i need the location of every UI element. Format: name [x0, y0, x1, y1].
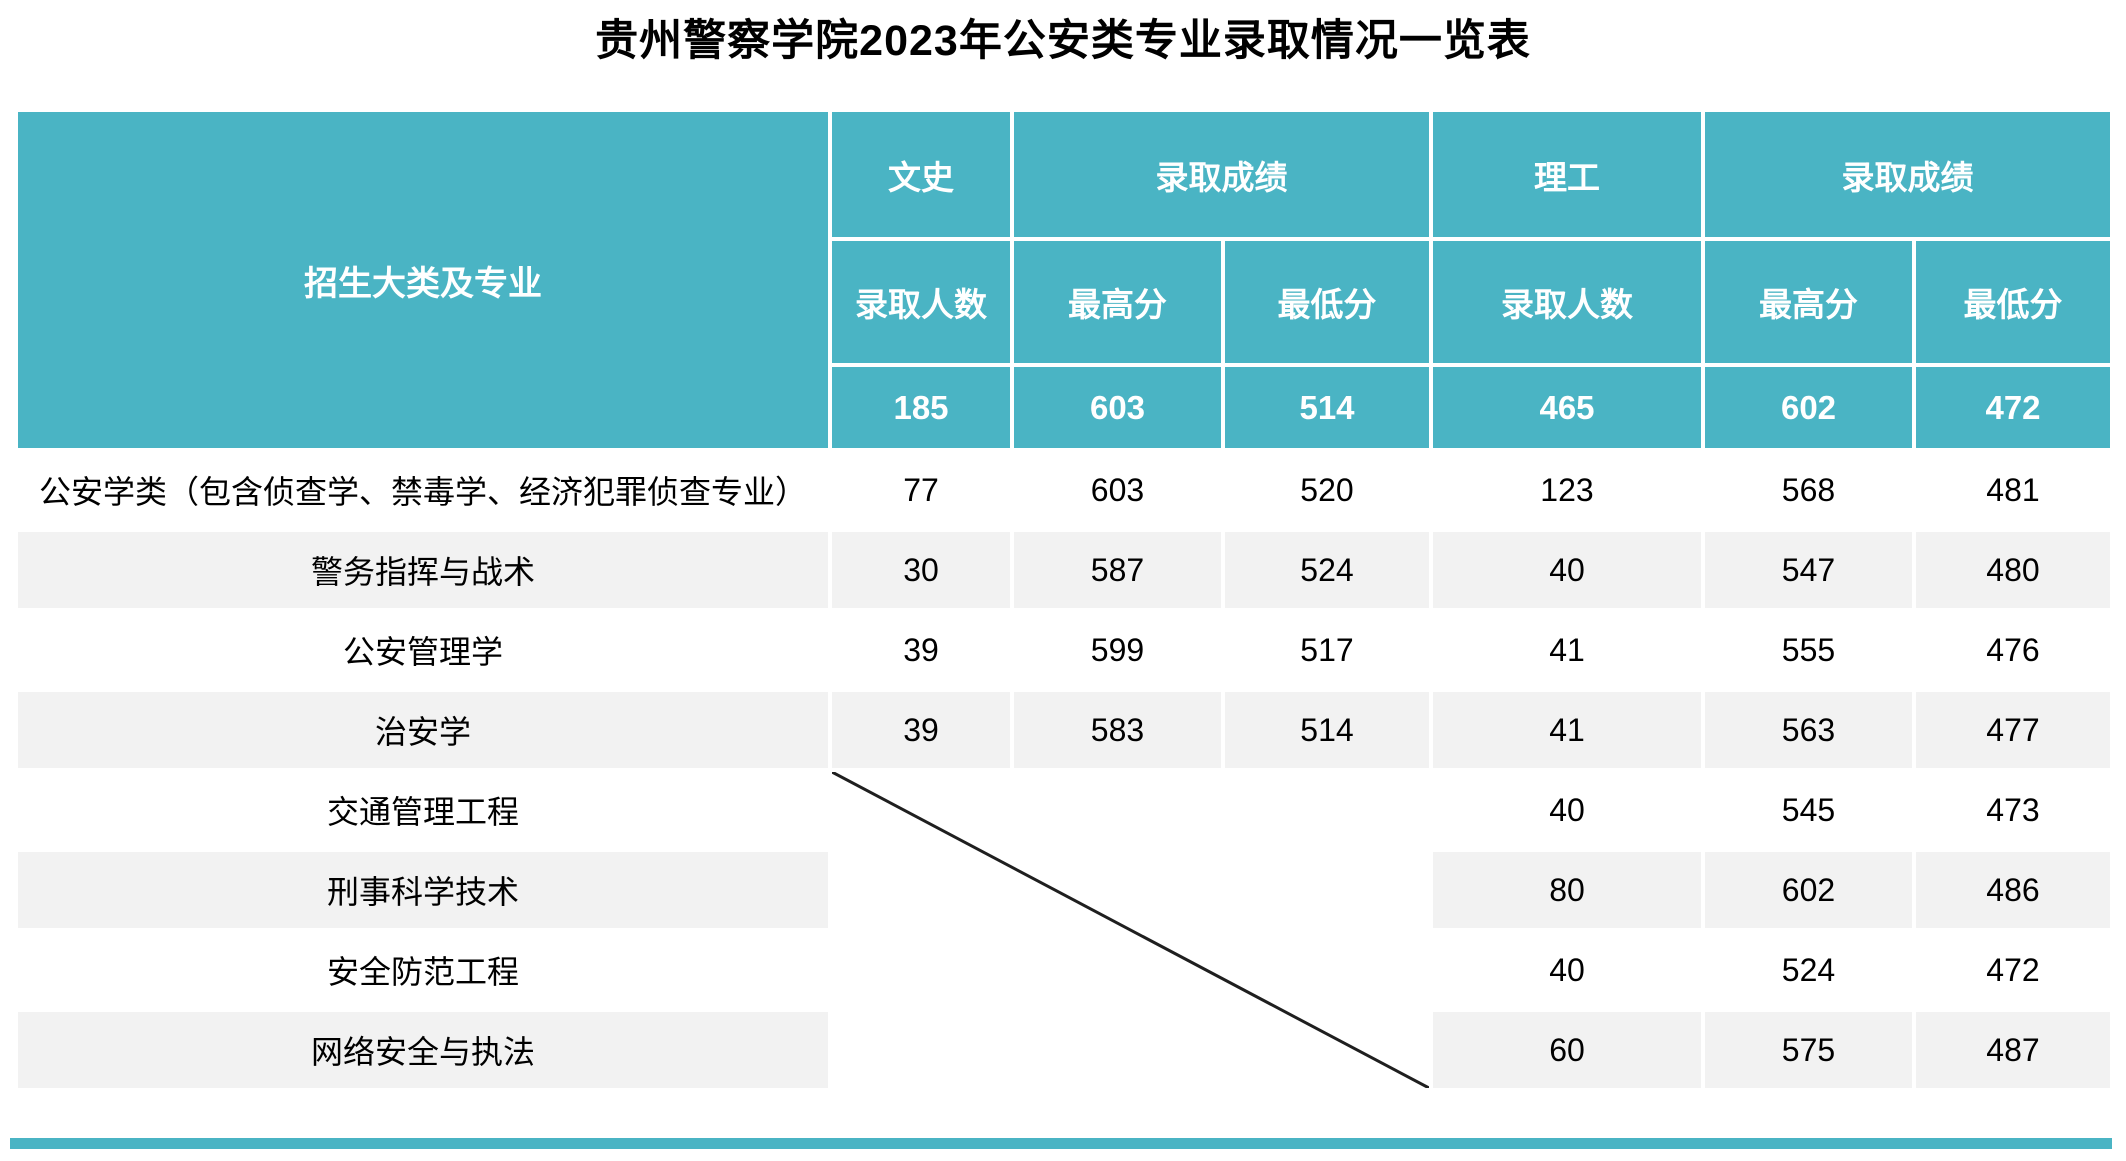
admissions-table: 招生大类及专业 文史 录取成绩 理工 录取成绩 录取人数 最高分 最低分 录取人…	[14, 108, 2114, 1092]
bottom-divider-bar	[10, 1138, 2112, 1149]
header-row-subheaders: 录取人数 最高分 最低分 录取人数 最高分 最低分	[16, 237, 2114, 367]
score-cell: 524	[1221, 528, 1433, 612]
score-cell: 40	[1429, 768, 1705, 852]
subheader-ligong-min: 最低分	[1912, 237, 2114, 367]
score-cell: 60	[1429, 1008, 1705, 1092]
total-ligong-admitted: 465	[1429, 363, 1705, 452]
score-cell: 40	[1429, 528, 1705, 612]
score-cell: 603	[1010, 448, 1225, 532]
score-cell: 599	[1010, 608, 1225, 692]
score-cell: 514	[1221, 688, 1433, 772]
score-cell: 30	[828, 528, 1014, 612]
major-name-cell: 公安学类（包含侦查学、禁毒学、经济犯罪侦查专业）	[14, 448, 832, 532]
total-wenshi-max: 603	[1010, 363, 1225, 452]
score-cell: 583	[1010, 688, 1225, 772]
score-cell: 39	[828, 608, 1014, 692]
score-cell: 487	[1912, 1008, 2114, 1092]
score-cell: 77	[828, 448, 1014, 532]
score-cell: 41	[1429, 688, 1705, 772]
major-name-cell: 警务指挥与战术	[14, 528, 832, 612]
score-cell: 524	[1701, 928, 1916, 1012]
subheader-wenshi-max: 最高分	[1010, 237, 1225, 367]
score-cell: 545	[1701, 768, 1916, 852]
score-cell: 40	[1429, 928, 1705, 1012]
table-row: 刑事科学技术 80 602 486	[14, 848, 2114, 932]
score-cell: 486	[1912, 848, 2114, 932]
score-cell: 123	[1429, 448, 1705, 532]
table-row: 警务指挥与战术 30 587 524 40 547 480	[14, 528, 2114, 612]
table-row: 公安学类（包含侦查学、禁毒学、经济犯罪侦查专业） 77 603 520 123 568 48…	[14, 448, 2114, 532]
score-cell: 477	[1912, 688, 2114, 772]
score-cell: 472	[1912, 928, 2114, 1012]
score-cell: 520	[1221, 448, 1433, 532]
score-cell: 547	[1701, 528, 1916, 612]
score-cell: 476	[1912, 608, 2114, 692]
score-cell: 80	[1429, 848, 1705, 932]
total-ligong-min: 472	[1912, 363, 2114, 452]
major-name-cell: 公安管理学	[14, 608, 832, 692]
score-cell: 480	[1912, 528, 2114, 612]
table-row: 安全防范工程 40 524 472	[14, 928, 2114, 1012]
score-cell: 517	[1221, 608, 1433, 692]
score-cell: 481	[1912, 448, 2114, 532]
table-row: 治安学 39 583 514 41 563 477	[14, 688, 2114, 772]
total-wenshi-min: 514	[1221, 363, 1433, 452]
table-row: 公安管理学 39 599 517 41 555 476	[14, 608, 2114, 692]
subheader-wenshi-min: 最低分	[1221, 237, 1433, 367]
score-cell: 473	[1912, 768, 2114, 852]
subheader-ligong-admitted: 录取人数	[1429, 237, 1705, 367]
subheader-ligong-max: 最高分	[1701, 237, 1916, 367]
diagonal-strike-line	[832, 772, 1429, 1088]
score-cell: 602	[1701, 848, 1916, 932]
group-header-ligong-scores: 录取成绩	[1701, 108, 2114, 241]
major-name-cell: 安全防范工程	[14, 928, 832, 1012]
header-row-totals: 185 603 514 465 602 472	[16, 363, 2114, 452]
major-name-cell: 交通管理工程	[14, 768, 832, 852]
table-row: 网络安全与执法 60 575 487	[14, 1008, 2114, 1092]
score-cell: 39	[828, 688, 1014, 772]
group-header-wenshi: 文史	[828, 108, 1014, 241]
total-wenshi-admitted: 185	[828, 363, 1014, 452]
score-cell: 41	[1429, 608, 1705, 692]
table-header: 招生大类及专业 文史 录取成绩 理工 录取成绩 录取人数 最高分 最低分 录取人…	[14, 108, 2114, 452]
score-cell: 555	[1701, 608, 1916, 692]
major-name-cell: 网络安全与执法	[14, 1008, 832, 1092]
major-name-cell: 治安学	[14, 688, 832, 772]
major-name-cell: 刑事科学技术	[14, 848, 832, 932]
score-cell: 568	[1701, 448, 1916, 532]
empty-wenshi-region	[828, 768, 1433, 1092]
corner-header: 招生大类及专业	[14, 108, 832, 452]
total-ligong-max: 602	[1701, 363, 1916, 452]
group-header-ligong: 理工	[1429, 108, 1705, 241]
admissions-table-container: 招生大类及专业 文史 录取成绩 理工 录取成绩 录取人数 最高分 最低分 录取人…	[14, 108, 2114, 1092]
group-header-wenshi-scores: 录取成绩	[1010, 108, 1433, 241]
header-row-groups: 招生大类及专业 文史 录取成绩 理工 录取成绩	[14, 108, 2114, 452]
page-title: 贵州警察学院2023年公安类专业录取情况一览表	[595, 17, 1531, 65]
table-body: 公安学类（包含侦查学、禁毒学、经济犯罪侦查专业） 77 603 520 123 568 48…	[14, 448, 2114, 1092]
subheader-wenshi-admitted: 录取人数	[828, 237, 1014, 367]
table-row: 交通管理工程 40 545 473	[14, 768, 2114, 1092]
score-cell: 575	[1701, 1008, 1916, 1092]
score-cell: 563	[1701, 688, 1916, 772]
score-cell: 587	[1010, 528, 1225, 612]
